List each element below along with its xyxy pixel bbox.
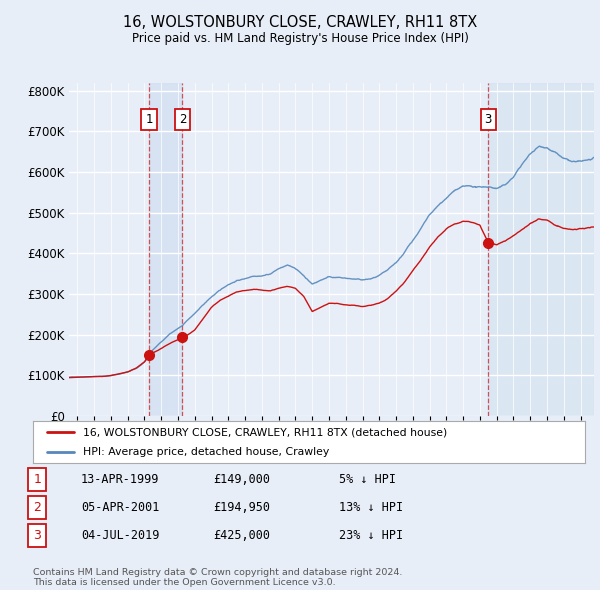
Text: 23% ↓ HPI: 23% ↓ HPI xyxy=(339,529,403,542)
Text: Price paid vs. HM Land Registry's House Price Index (HPI): Price paid vs. HM Land Registry's House … xyxy=(131,32,469,45)
Text: £425,000: £425,000 xyxy=(213,529,270,542)
Text: 1: 1 xyxy=(145,113,153,126)
Text: 2: 2 xyxy=(33,501,41,514)
Text: 13% ↓ HPI: 13% ↓ HPI xyxy=(339,501,403,514)
Text: £149,000: £149,000 xyxy=(213,473,270,486)
Text: HPI: Average price, detached house, Crawley: HPI: Average price, detached house, Craw… xyxy=(83,447,329,457)
Text: 1: 1 xyxy=(33,473,41,486)
Text: 2: 2 xyxy=(179,113,186,126)
Text: £194,950: £194,950 xyxy=(213,501,270,514)
Text: 13-APR-1999: 13-APR-1999 xyxy=(81,473,160,486)
Text: 16, WOLSTONBURY CLOSE, CRAWLEY, RH11 8TX: 16, WOLSTONBURY CLOSE, CRAWLEY, RH11 8TX xyxy=(123,15,477,30)
Text: 04-JUL-2019: 04-JUL-2019 xyxy=(81,529,160,542)
Text: 5% ↓ HPI: 5% ↓ HPI xyxy=(339,473,396,486)
Text: Contains HM Land Registry data © Crown copyright and database right 2024.
This d: Contains HM Land Registry data © Crown c… xyxy=(33,568,403,587)
Bar xyxy=(488,83,594,416)
Text: 3: 3 xyxy=(485,113,492,126)
Bar xyxy=(149,83,182,416)
Text: 16, WOLSTONBURY CLOSE, CRAWLEY, RH11 8TX (detached house): 16, WOLSTONBURY CLOSE, CRAWLEY, RH11 8TX… xyxy=(83,427,447,437)
Text: 05-APR-2001: 05-APR-2001 xyxy=(81,501,160,514)
Text: 3: 3 xyxy=(33,529,41,542)
